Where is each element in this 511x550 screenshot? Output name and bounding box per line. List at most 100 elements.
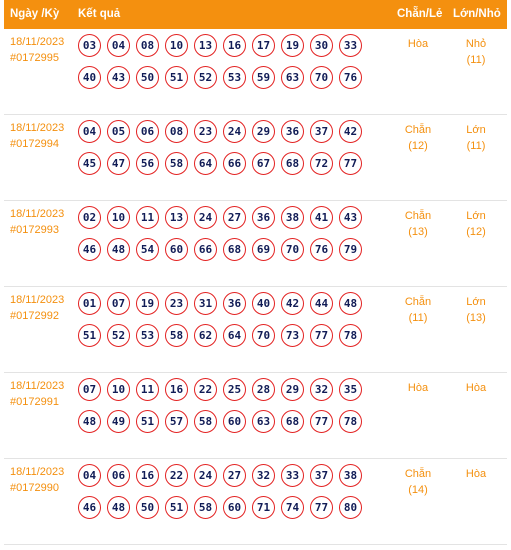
result-ball: 10 <box>165 34 188 57</box>
result-ball: 33 <box>339 34 362 57</box>
even-odd-value: Chẵn <box>404 124 432 136</box>
result-ball: 59 <box>252 66 275 89</box>
result-ball: 02 <box>78 206 101 229</box>
draw-id[interactable]: #0172992 <box>10 310 59 322</box>
result-ball: 70 <box>252 324 275 347</box>
result-ball: 11 <box>136 378 159 401</box>
result-ball: 22 <box>194 378 217 401</box>
even-odd-cell: Hòa <box>394 380 442 396</box>
draw-date: 18/11/2023 <box>10 294 65 306</box>
result-ball: 53 <box>223 66 246 89</box>
result-ball: 68 <box>281 410 304 433</box>
result-ball: 27 <box>223 464 246 487</box>
ball-line: 46 48 54 60 66 68 69 70 76 79 <box>78 238 368 266</box>
result-ball: 23 <box>194 120 217 143</box>
result-ball: 76 <box>339 66 362 89</box>
result-balls: 07 10 11 16 22 25 28 29 32 35 48 49 51 57 58 60 63 68 77 78 <box>78 378 368 438</box>
result-ball: 60 <box>223 410 246 433</box>
even-odd-cell: Chẵn (14) <box>394 466 442 498</box>
result-ball: 51 <box>165 66 188 89</box>
table-row: 18/11/2023 #0172990 04 06 16 22 24 27 32 33 37 38 46… <box>4 459 507 545</box>
result-ball: 58 <box>165 152 188 175</box>
result-ball: 48 <box>107 496 130 519</box>
result-balls: 01 07 19 23 31 36 40 42 44 48 51 52 53 58 62 64 70 73 77 78 <box>78 292 368 352</box>
draw-id[interactable]: #0172993 <box>10 224 59 236</box>
result-ball: 22 <box>165 464 188 487</box>
even-odd-value: Chẵn <box>404 296 432 308</box>
ball-line: 03 04 08 10 13 16 17 19 30 33 <box>78 34 368 62</box>
result-ball: 58 <box>194 496 217 519</box>
result-ball: 29 <box>281 378 304 401</box>
ball-line: 04 06 16 22 24 27 32 33 37 38 <box>78 464 368 492</box>
ball-line: 01 07 19 23 31 36 40 42 44 48 <box>78 292 368 320</box>
result-ball: 40 <box>78 66 101 89</box>
result-ball: 05 <box>107 120 130 143</box>
result-ball: 51 <box>78 324 101 347</box>
result-ball: 63 <box>281 66 304 89</box>
result-ball: 36 <box>252 206 275 229</box>
result-ball: 74 <box>281 496 304 519</box>
result-ball: 49 <box>107 410 130 433</box>
result-ball: 63 <box>252 410 275 433</box>
result-ball: 25 <box>223 378 246 401</box>
result-ball: 78 <box>339 324 362 347</box>
even-odd-value: Chẵn <box>404 468 432 480</box>
table-header: Ngày /Kỳ Kết quả Chẵn/Lẻ Lớn/Nhỏ <box>4 0 507 29</box>
result-ball: 04 <box>78 120 101 143</box>
result-ball: 68 <box>223 238 246 261</box>
big-small-value: Nhỏ <box>465 38 487 50</box>
ball-line: 02 10 11 13 24 27 36 38 41 43 <box>78 206 368 234</box>
result-ball: 36 <box>223 292 246 315</box>
result-ball: 16 <box>223 34 246 57</box>
big-small-value: Hòa <box>465 382 487 394</box>
result-ball: 32 <box>310 378 333 401</box>
result-ball: 16 <box>136 464 159 487</box>
table-row: 18/11/2023 #0172995 03 04 08 10 13 16 17 19 30 33 40… <box>4 29 507 115</box>
even-odd-count: (13) <box>408 226 428 238</box>
result-ball: 53 <box>136 324 159 347</box>
header-date-draw: Ngày /Kỳ <box>10 8 60 20</box>
big-small-count: (13) <box>466 312 486 324</box>
table-row: 18/11/2023 #0172992 01 07 19 23 31 36 40 42 44 48 51… <box>4 287 507 373</box>
even-odd-cell: Chẵn (11) <box>394 294 442 326</box>
result-balls: 04 05 06 08 23 24 29 36 37 42 45 47 56 58 64 66 67 68 72 77 <box>78 120 368 180</box>
result-ball: 04 <box>107 34 130 57</box>
result-ball: 48 <box>107 238 130 261</box>
result-ball: 58 <box>165 324 188 347</box>
even-odd-count: (12) <box>408 140 428 152</box>
result-ball: 24 <box>223 120 246 143</box>
result-ball: 08 <box>165 120 188 143</box>
result-ball: 10 <box>107 378 130 401</box>
result-ball: 57 <box>165 410 188 433</box>
header-big-small: Lớn/Nhỏ <box>453 8 501 20</box>
draw-id[interactable]: #0172994 <box>10 138 59 150</box>
draw-date: 18/11/2023 <box>10 208 65 220</box>
even-odd-cell: Chẵn (13) <box>394 208 442 240</box>
big-small-value: Hòa <box>465 468 487 480</box>
big-small-cell: Hòa <box>452 380 500 396</box>
big-small-count: (11) <box>466 54 486 66</box>
result-ball: 07 <box>78 378 101 401</box>
result-ball: 48 <box>339 292 362 315</box>
draw-date: 18/11/2023 <box>10 122 65 134</box>
table-body: 18/11/2023 #0172995 03 04 08 10 13 16 17 19 30 33 40… <box>4 29 507 545</box>
result-ball: 23 <box>165 292 188 315</box>
draw-id[interactable]: #0172991 <box>10 396 59 408</box>
result-ball: 50 <box>136 66 159 89</box>
result-ball: 46 <box>78 496 101 519</box>
result-ball: 19 <box>136 292 159 315</box>
result-ball: 29 <box>252 120 275 143</box>
big-small-count: (11) <box>466 140 486 152</box>
draw-id[interactable]: #0172995 <box>10 52 59 64</box>
result-ball: 60 <box>165 238 188 261</box>
draw-date: 18/11/2023 <box>10 380 65 392</box>
result-ball: 77 <box>339 152 362 175</box>
big-small-value: Lớn <box>466 124 486 136</box>
table-row: 18/11/2023 #0172991 07 10 11 16 22 25 28 29 32 35 48… <box>4 373 507 459</box>
result-balls: 02 10 11 13 24 27 36 38 41 43 46 48 54 60 66 68 69 70 76 79 <box>78 206 368 266</box>
result-ball: 54 <box>136 238 159 261</box>
result-ball: 64 <box>223 324 246 347</box>
draw-id[interactable]: #0172990 <box>10 482 59 494</box>
result-ball: 24 <box>194 464 217 487</box>
big-small-value: Lớn <box>466 296 486 308</box>
